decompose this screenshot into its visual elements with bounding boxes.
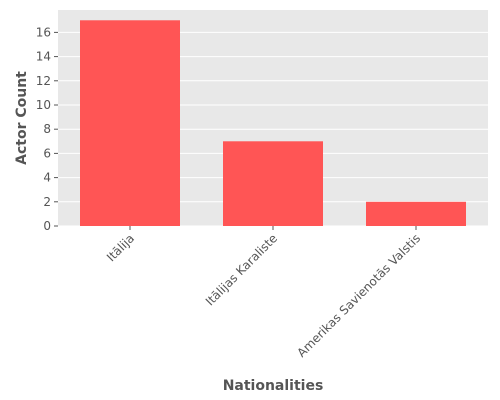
x-tick-label-2: Itālijas Karaliste [203,231,280,308]
x-tick-label-3: Amerikas Savienotās Valstis [294,231,423,360]
y-tick-label-2: 2 [43,195,51,209]
y-tick-label-12: 12 [36,74,51,88]
y-axis-ticks: 0 2 4 6 8 10 12 14 16 [36,25,58,233]
bars [80,20,466,226]
y-tick-label-16: 16 [36,25,51,39]
bar-1 [80,20,180,226]
y-axis-label: Actor Count [14,71,30,165]
y-tick-label-4: 4 [43,171,51,185]
y-tick-label-14: 14 [36,50,51,64]
x-tick-label-1: Itālija [104,231,137,264]
y-tick-label-8: 8 [43,122,51,136]
x-axis-label: Nationalities [223,378,324,394]
y-tick-label-0: 0 [43,219,51,233]
bar-3 [366,201,466,226]
y-tick-label-6: 6 [43,146,51,160]
y-tick-label-10: 10 [36,98,51,112]
x-axis-ticks: Itālija Itālijas Karaliste Amerikas Savien… [104,226,423,360]
bar-2 [223,141,323,226]
